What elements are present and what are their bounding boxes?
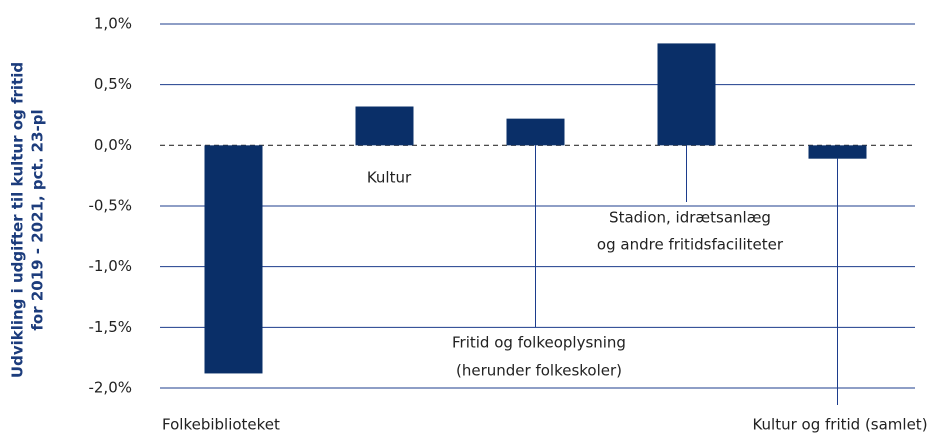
y-tick-label: 0,5%	[94, 75, 132, 93]
y-axis-label: for 2019 - 2021, pct. 23-pl	[29, 109, 47, 330]
category-label: Stadion, idrætsanlæg	[609, 209, 771, 227]
y-tick-label: -1,0%	[88, 257, 132, 275]
bar	[657, 43, 716, 146]
y-tick-label: -1,5%	[88, 318, 132, 336]
category-label: Kultur	[367, 169, 412, 187]
category-label: (herunder folkeskoler)	[456, 362, 622, 380]
y-tick-label: 0,0%	[94, 136, 132, 154]
bar	[355, 106, 414, 146]
category-label: Fritid og folkeoplysning	[452, 334, 626, 352]
y-tick-label: -0,5%	[88, 197, 132, 215]
bar	[808, 145, 867, 159]
y-tick-label: -2,0%	[88, 379, 132, 397]
category-label: og andre fritidsfaciliteter	[597, 236, 784, 254]
category-label: Folkebiblioteket	[162, 416, 280, 434]
category-label: Kultur og fritid (samlet)	[752, 416, 927, 434]
bar	[506, 118, 565, 146]
y-axis-label: Udvikling i udgifter til kultur og friti…	[9, 62, 27, 378]
bar	[204, 145, 263, 374]
y-tick-label: 1,0%	[94, 15, 132, 33]
